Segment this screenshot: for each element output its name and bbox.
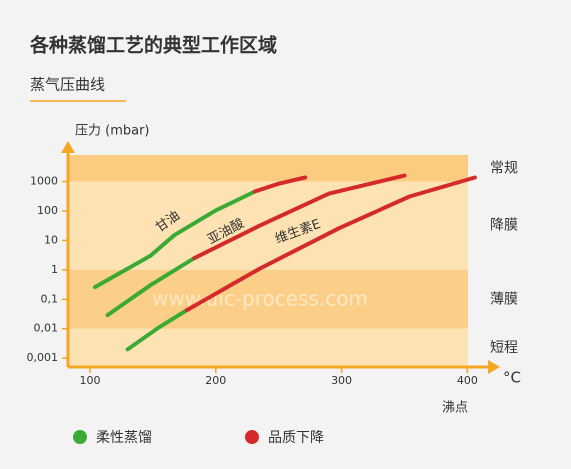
watermark: www.uic-process.com [152,287,368,311]
region-label: 短程 [490,340,518,356]
region-band [68,328,468,367]
curve-segment [125,308,189,352]
x-unit: °C [503,369,521,387]
y-tick-label: 100 [37,204,58,217]
y-tick-label: 0,1 [41,292,59,305]
region-band [68,181,468,270]
legend-swatch [245,430,259,444]
region-label: 降膜 [490,218,518,234]
x-axis-label: 沸点 [442,401,468,416]
region-band [68,269,468,329]
region-band [68,155,468,182]
legend-label: 品质下降 [268,430,324,446]
x-tick-label: 400 [457,374,478,387]
x-axis-arrow [488,360,500,374]
chart-subtitle: 蒸气压曲线 [30,76,105,94]
legend-label: 柔性蒸馏 [96,430,152,446]
y-axis-label: 压力 (mbar) [75,124,150,139]
curve-segment [184,175,477,313]
y-tick-label: 1000 [30,175,58,188]
region-label: 薄膜 [490,291,518,307]
regions [68,155,468,367]
region-label: 常规 [490,160,518,176]
y-axis-arrow [61,141,75,153]
x-tick-label: 300 [331,374,352,387]
y-tick-label: 1 [51,263,58,276]
legend-swatch [73,430,87,444]
y-tick-label: 0,001 [27,351,59,364]
curve-segment [192,173,407,261]
x-tick-label: 100 [80,374,101,387]
curve-segment [252,175,308,194]
curve-segment [93,189,257,290]
y-tick-label: 10 [44,233,58,246]
chart-title: 各种蒸馏工艺的典型工作区域 [29,34,277,57]
y-tick-label: 0,01 [34,322,59,335]
x-tick-label: 200 [205,374,226,387]
curve-segment [105,256,197,318]
